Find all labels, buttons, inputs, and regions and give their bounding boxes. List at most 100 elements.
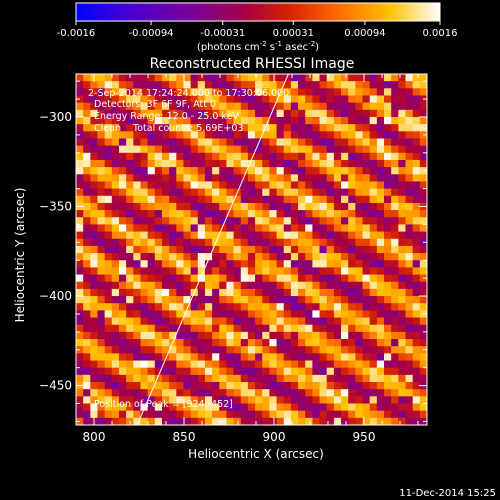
heatmap-cell (161, 188, 170, 197)
heatmap-cell (247, 360, 256, 369)
heatmap-cell (262, 74, 270, 82)
heatmap-cell (412, 231, 421, 240)
heatmap-cell (369, 296, 378, 304)
heatmap-cell (154, 81, 163, 89)
heatmap-cell (118, 260, 127, 268)
heatmap-cell (97, 389, 106, 397)
heatmap-cell (83, 145, 91, 154)
heatmap-cell (154, 389, 163, 397)
heatmap-cell (197, 288, 206, 297)
heatmap-cell (419, 210, 427, 218)
heatmap-cell (412, 346, 421, 354)
heatmap-cell (97, 267, 106, 275)
heatmap-cell (197, 324, 206, 333)
heatmap-cell (204, 374, 213, 383)
heatmap-cell (369, 274, 378, 283)
heatmap-cell (104, 382, 113, 390)
heatmap-cell (104, 224, 113, 232)
heatmap-cell (190, 374, 199, 383)
heatmap-cell (76, 195, 84, 204)
heatmap-cell (262, 238, 270, 247)
heatmap-cell (126, 396, 134, 404)
heatmap-cell (247, 116, 256, 125)
heatmap-cell (233, 288, 242, 297)
heatmap-cell (269, 95, 277, 104)
heatmap-cell (312, 260, 320, 268)
heatmap-cell (204, 396, 213, 404)
heatmap-cell (90, 303, 98, 311)
heatmap-cell (126, 296, 134, 304)
heatmap-cell (398, 210, 406, 218)
heatmap-cell (290, 81, 299, 89)
heatmap-cell (376, 346, 385, 354)
heatmap-cell (376, 324, 385, 333)
heatmap-cell (76, 339, 84, 347)
heatmap-cell (398, 217, 406, 225)
heatmap-cell (97, 95, 106, 104)
heatmap-cell (283, 138, 292, 147)
heatmap-cell (362, 317, 371, 326)
heatmap-cell (333, 303, 342, 311)
heatmap-cell (405, 245, 414, 254)
heatmap-cell (161, 360, 170, 369)
heatmap-cell (161, 346, 170, 354)
heatmap-cell (412, 367, 421, 376)
heatmap-cell (240, 374, 249, 383)
heatmap-cell (262, 231, 270, 240)
heatmap-cell (233, 238, 242, 247)
heatmap-cell (76, 367, 84, 376)
heatmap-cell (204, 181, 213, 190)
heatmap-cell (384, 195, 392, 204)
heatmap-cell (341, 396, 349, 404)
heatmap-cell (126, 339, 134, 347)
heatmap-cell (90, 410, 98, 419)
heatmap-cell (384, 317, 392, 326)
heatmap-cell (183, 324, 192, 333)
heatmap-cell (398, 396, 406, 404)
heatmap-cell (255, 195, 263, 204)
heatmap-cell (90, 152, 98, 161)
heatmap-cell (362, 274, 371, 283)
heatmap-cell (355, 195, 363, 204)
heatmap-cell (412, 81, 421, 89)
heatmap-cell (126, 167, 134, 175)
heatmap-cell (118, 310, 127, 318)
heatmap-cell (247, 331, 256, 340)
heatmap-cell (111, 88, 120, 96)
heatmap-cell (348, 116, 356, 125)
heatmap-cell (305, 95, 313, 104)
heatmap-cell (118, 360, 127, 369)
heatmap-cell (169, 109, 177, 118)
heatmap-cell (83, 296, 91, 304)
heatmap-cell (326, 245, 335, 254)
heatmap-cell (262, 124, 270, 132)
heatmap-cell (169, 124, 177, 132)
heatmap-cell (133, 202, 141, 211)
heatmap-cell (283, 346, 292, 354)
heatmap-cell (90, 324, 98, 333)
heatmap-cell (405, 346, 414, 354)
heatmap-cell (269, 138, 277, 147)
heatmap-cell (247, 303, 256, 311)
heatmap-cell (369, 310, 378, 318)
heatmap-cell (412, 145, 421, 154)
heatmap-cell (104, 417, 113, 425)
heatmap-cell (183, 124, 192, 132)
heatmap-cell (226, 238, 234, 247)
heatmap-cell (362, 296, 371, 304)
heatmap-cell (111, 367, 120, 376)
heatmap-cell (176, 339, 184, 347)
heatmap-cell (204, 202, 213, 211)
heatmap-cell (412, 267, 421, 275)
heatmap-cell (398, 231, 406, 240)
heatmap-cell (283, 202, 292, 211)
heatmap-cell (333, 360, 342, 369)
heatmap-cell (240, 116, 249, 125)
heatmap-cell (161, 389, 170, 397)
heatmap-cell (176, 396, 184, 404)
heatmap-cell (247, 159, 256, 168)
heatmap-cell (369, 260, 378, 268)
heatmap-cell (140, 116, 149, 125)
heatmap-cell (204, 81, 213, 89)
heatmap-cell (90, 389, 98, 397)
